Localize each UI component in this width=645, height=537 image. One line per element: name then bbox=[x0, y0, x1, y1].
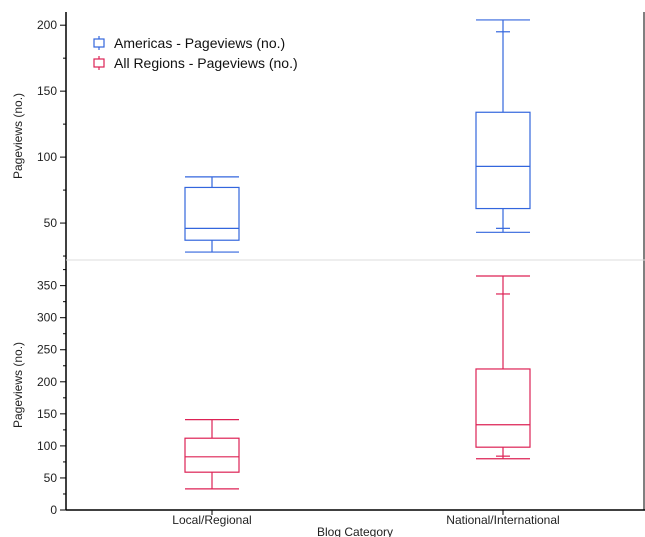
x-tick-label: Local/Regional bbox=[172, 513, 251, 527]
x-axis: Local/Regional National/International Blog… bbox=[172, 510, 560, 537]
y-tick-label: 300 bbox=[37, 311, 57, 325]
y-axis-title: Pageviews (no.) bbox=[11, 93, 25, 179]
plot-frame bbox=[65, 12, 645, 511]
box-local-regional bbox=[184, 419, 240, 490]
legend-swatch-box bbox=[93, 38, 105, 48]
y-tick-label: 50 bbox=[44, 216, 58, 230]
x-tick-label: National/International bbox=[446, 513, 559, 527]
y-tick-label: 150 bbox=[37, 84, 57, 98]
iqr-box bbox=[475, 368, 531, 448]
y-tick-label: 0 bbox=[50, 503, 57, 517]
y-axis-title: Pageviews (no.) bbox=[11, 342, 25, 428]
y-tick-label: 350 bbox=[37, 279, 57, 293]
y-tick-label: 150 bbox=[37, 407, 57, 421]
iqr-box bbox=[475, 111, 531, 210]
box-local-regional bbox=[184, 176, 240, 253]
y-tick-label: 200 bbox=[37, 375, 57, 389]
legend: Americas - Pageviews (no.) All Regions - … bbox=[93, 35, 298, 71]
y-tick-label: 250 bbox=[37, 343, 57, 357]
iqr-box bbox=[184, 437, 240, 473]
iqr-box bbox=[184, 186, 240, 241]
y-tick-label: 50 bbox=[44, 471, 58, 485]
box-national-international bbox=[475, 275, 531, 460]
x-axis-title: Blog Category bbox=[317, 525, 393, 537]
legend-label: Americas - Pageviews (no.) bbox=[114, 35, 285, 51]
legend-item: All Regions - Pageviews (no.) bbox=[93, 55, 298, 71]
box-national-international bbox=[475, 19, 531, 233]
legend-item: Americas - Pageviews (no.) bbox=[93, 35, 285, 51]
y-tick-label: 200 bbox=[37, 18, 57, 32]
legend-swatch-box bbox=[93, 58, 105, 68]
legend-label: All Regions - Pageviews (no.) bbox=[114, 55, 298, 71]
y-tick-label: 100 bbox=[37, 150, 57, 164]
panel-americas: 50 100 150 200 Pageviews (no.) bbox=[11, 18, 531, 257]
y-tick-label: 100 bbox=[37, 439, 57, 453]
panel-all-regions: 0 50 100 150 200 250 300 350 Pageviews (no.) bbox=[11, 269, 531, 517]
